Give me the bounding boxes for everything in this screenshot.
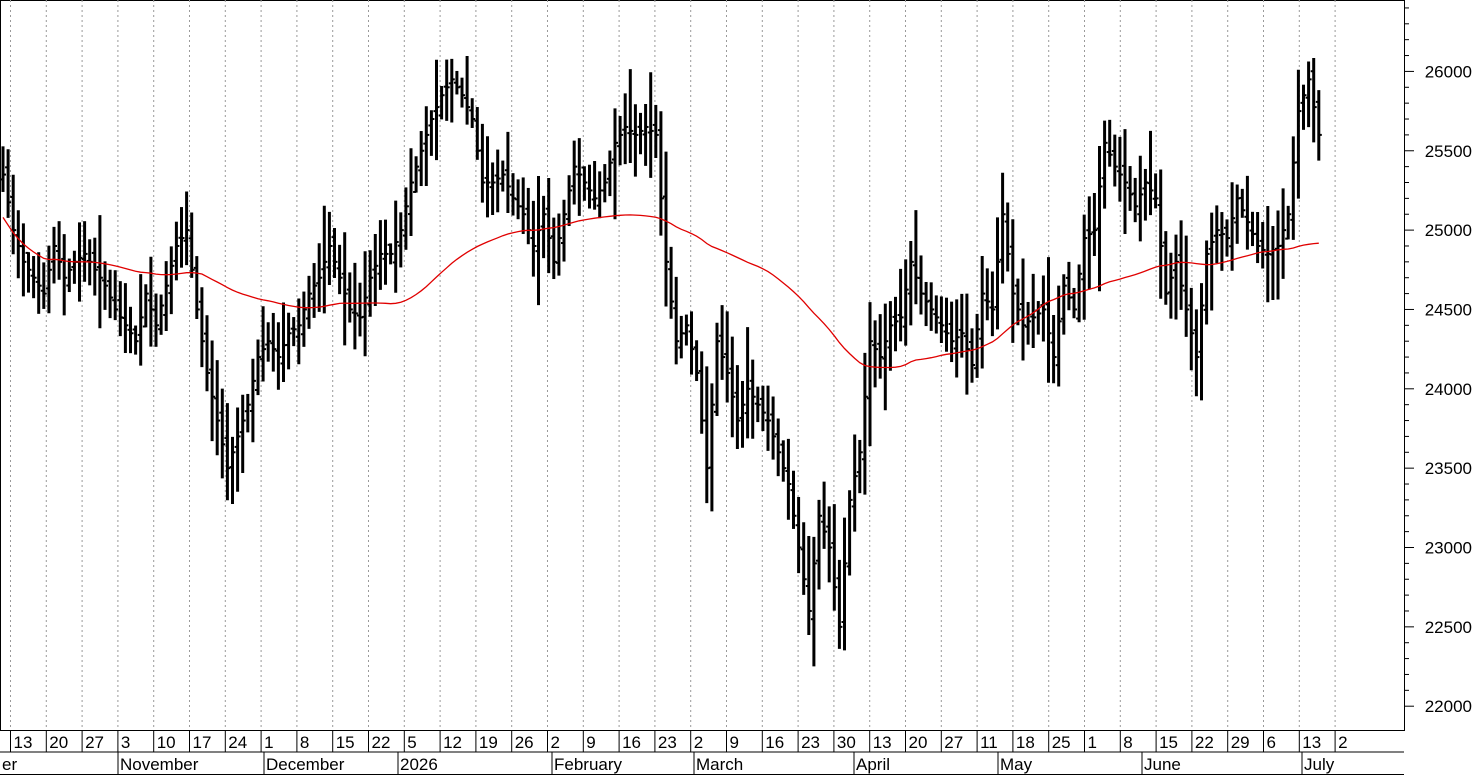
month-label: November (120, 755, 199, 774)
x-tick-label: 18 (1016, 733, 1035, 752)
x-tick-label: 22 (1195, 733, 1214, 752)
x-tick-label: 3 (121, 733, 130, 752)
x-tick-label: 8 (300, 733, 309, 752)
x-tick-label: 17 (193, 733, 212, 752)
x-tick-label: 10 (157, 733, 176, 752)
x-tick-label: 2 (694, 733, 703, 752)
x-tick-label: 6 (1267, 733, 1276, 752)
x-tick-label: 1 (264, 733, 273, 752)
x-tick-label: 2 (551, 733, 560, 752)
month-label: July (1304, 755, 1335, 774)
x-tick-label: 1 (1088, 733, 1097, 752)
x-tick-label: 23 (658, 733, 677, 752)
x-tick-label: 2 (1338, 733, 1347, 752)
x-tick-label: 19 (479, 733, 498, 752)
x-tick-label: 13 (14, 733, 33, 752)
x-tick-label: 13 (873, 733, 892, 752)
month-label: December (266, 755, 345, 774)
y-tick-label: 24000 (1425, 380, 1472, 399)
month-label: May (1000, 755, 1033, 774)
month-label: June (1144, 755, 1181, 774)
x-tick-label: 15 (1159, 733, 1178, 752)
x-tick-label: 9 (730, 733, 739, 752)
x-tick-label: 26 (515, 733, 534, 752)
x-tick-label: 13 (1302, 733, 1321, 752)
month-label: February (554, 755, 623, 774)
y-tick-label: 26000 (1425, 62, 1472, 81)
x-tick-label: 24 (228, 733, 247, 752)
x-tick-label: 29 (1231, 733, 1250, 752)
y-tick-label: 25500 (1425, 142, 1472, 161)
x-tick-label: 27 (85, 733, 104, 752)
month-label: 2026 (400, 755, 438, 774)
month-label: March (696, 755, 743, 774)
x-tick-label: 5 (407, 733, 416, 752)
x-tick-label: 16 (765, 733, 784, 752)
y-tick-label: 23500 (1425, 459, 1472, 478)
x-tick-label: 15 (336, 733, 355, 752)
x-tick-label: 30 (837, 733, 856, 752)
x-tick-label: 16 (622, 733, 641, 752)
x-tick-label: 20 (909, 733, 928, 752)
x-tick-label: 23 (801, 733, 820, 752)
x-tick-label: 22 (372, 733, 391, 752)
month-label: er (2, 755, 17, 774)
y-tick-label: 23000 (1425, 539, 1472, 558)
y-tick-label: 25000 (1425, 221, 1472, 240)
month-label: April (856, 755, 890, 774)
moving-average-line (2, 214, 1319, 369)
x-tick-label: 20 (49, 733, 68, 752)
x-tick-label: 25 (1052, 733, 1071, 752)
x-tick-label: 11 (980, 733, 998, 752)
x-tick-label: 8 (1123, 733, 1132, 752)
y-tick-label: 22000 (1425, 697, 1472, 716)
x-tick-label: 27 (944, 733, 963, 752)
y-tick-label: 22500 (1425, 618, 1472, 637)
x-tick-label: 9 (586, 733, 595, 752)
y-tick-label: 24500 (1425, 300, 1472, 319)
x-tick-label: 12 (443, 733, 462, 752)
